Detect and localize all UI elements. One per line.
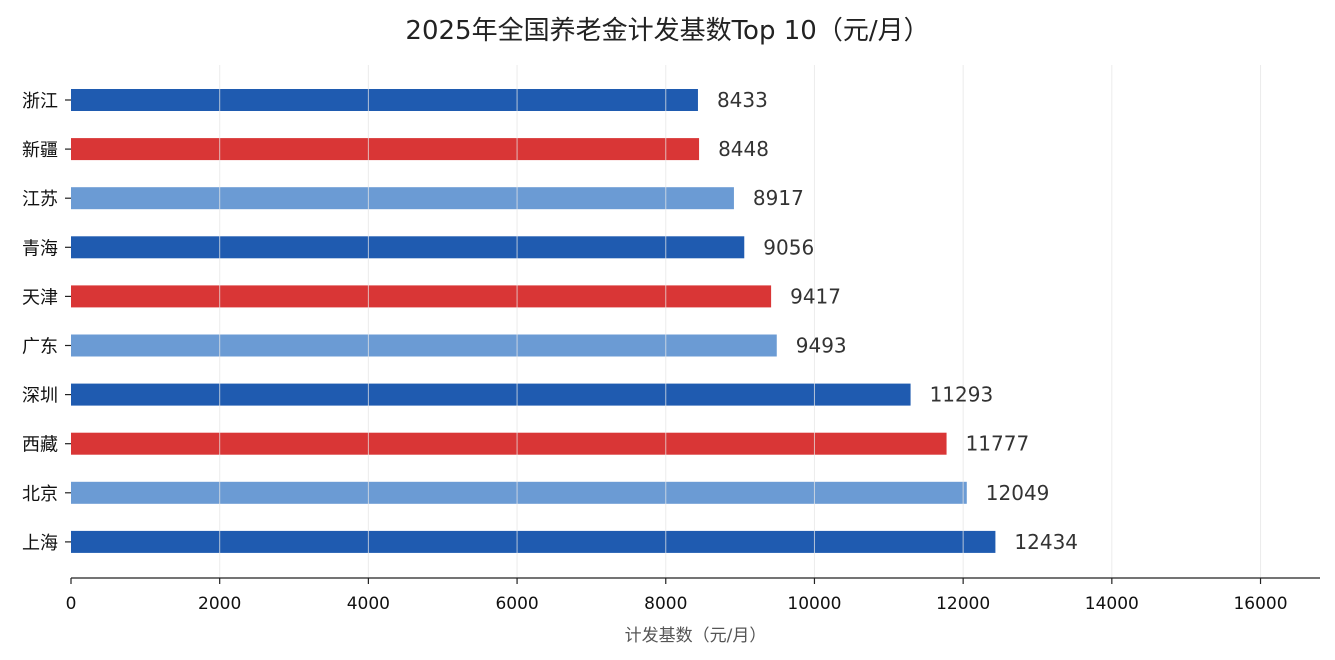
x-tick-label-9: 16000 xyxy=(1233,594,1287,614)
y-category-label-9: 北京 xyxy=(22,484,58,505)
bars-group xyxy=(71,89,996,553)
bar-7 xyxy=(71,383,911,406)
data-label-5: 9417 xyxy=(790,284,841,308)
y-category-label-7: 深圳 xyxy=(22,386,58,407)
y-category-label-2: 新疆 xyxy=(22,140,58,161)
bar-6 xyxy=(71,334,777,357)
y-category-label-1: 浙江 xyxy=(22,91,58,112)
data-labels-group: 8433 8448 8917 9056 9417 9493 11293 11777 12049 1… xyxy=(717,88,1078,554)
data-label-1: 8433 xyxy=(717,88,768,112)
bar-5 xyxy=(71,285,772,308)
data-label-10: 12434 xyxy=(1014,530,1078,554)
data-label-8: 11777 xyxy=(966,432,1030,456)
bar-2 xyxy=(71,138,700,161)
y-category-label-10: 上海 xyxy=(22,533,58,554)
y-category-label-3: 江苏 xyxy=(22,189,58,210)
x-tick-label-1: 0 xyxy=(66,594,77,614)
x-axis-title: 计发基数（元/月） xyxy=(624,626,767,646)
bar-3 xyxy=(71,187,734,210)
x-tick-label-5: 8000 xyxy=(644,594,687,614)
bar-9 xyxy=(71,481,967,504)
y-category-label-5: 天津 xyxy=(22,287,58,308)
bar-1 xyxy=(71,89,698,111)
data-label-6: 9493 xyxy=(796,334,847,358)
y-category-label-8: 西藏 xyxy=(22,435,58,456)
bar-8 xyxy=(71,432,947,455)
x-tick-label-7: 12000 xyxy=(936,594,990,614)
y-category-label-4: 青海 xyxy=(22,238,58,259)
x-tick-label-4: 6000 xyxy=(495,594,538,614)
x-tick-label-8: 14000 xyxy=(1085,594,1139,614)
x-tick-label-2: 2000 xyxy=(198,594,241,614)
grid-lines xyxy=(219,65,1262,578)
x-tick-label-3: 4000 xyxy=(347,594,390,614)
data-label-3: 8917 xyxy=(753,186,804,210)
bar-4 xyxy=(71,236,745,259)
data-label-2: 8448 xyxy=(718,137,769,161)
x-tick-label-6: 10000 xyxy=(787,594,841,614)
bar-10 xyxy=(71,530,996,553)
data-label-9: 12049 xyxy=(986,481,1050,505)
chart-title: 2025年全国养老金计发基数Top 10（元/月） xyxy=(405,16,930,46)
data-label-4: 9056 xyxy=(763,235,814,259)
data-label-7: 11293 xyxy=(930,383,994,407)
y-category-label-6: 广东 xyxy=(22,337,58,358)
axes-group: 0 2000 4000 6000 8000 10000 12000 14000 16000 浙江新… xyxy=(22,91,1320,614)
